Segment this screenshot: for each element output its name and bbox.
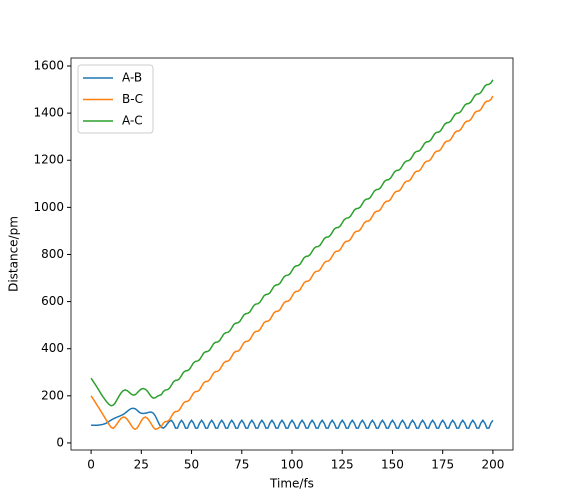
x-tick-label: 0 [87, 458, 95, 472]
legend-box [77, 64, 154, 134]
legend-label: A-C [122, 114, 143, 128]
legend-label: A-B [122, 71, 142, 85]
x-tick-label: 125 [331, 458, 354, 472]
y-tick-label: 1000 [33, 200, 64, 214]
x-tick-label: 175 [431, 458, 454, 472]
y-tick-label: 800 [41, 247, 64, 261]
y-tick-label: 400 [41, 341, 64, 355]
y-tick-label: 200 [41, 388, 64, 402]
plot-frame [70, 57, 514, 451]
x-tick-label: 200 [481, 458, 504, 472]
y-tick-label: 1400 [33, 106, 64, 120]
series-line [90, 95, 494, 431]
x-tick-label: 100 [281, 458, 304, 472]
x-tick-label: 75 [234, 458, 249, 472]
y-axis-label: Distance/pm [7, 216, 21, 292]
x-tick-label: 150 [381, 458, 404, 472]
y-tick-label: 0 [56, 435, 64, 449]
legend-label: B-C [122, 92, 143, 106]
series-line [90, 79, 494, 407]
y-tick-label: 600 [41, 294, 64, 308]
x-tick-label: 50 [184, 458, 199, 472]
x-axis-label: Time/fs [269, 477, 314, 491]
series-line [91, 407, 494, 429]
y-tick-label: 1600 [33, 59, 64, 73]
y-tick-label: 1200 [33, 153, 64, 167]
x-tick-label: 25 [134, 458, 149, 472]
